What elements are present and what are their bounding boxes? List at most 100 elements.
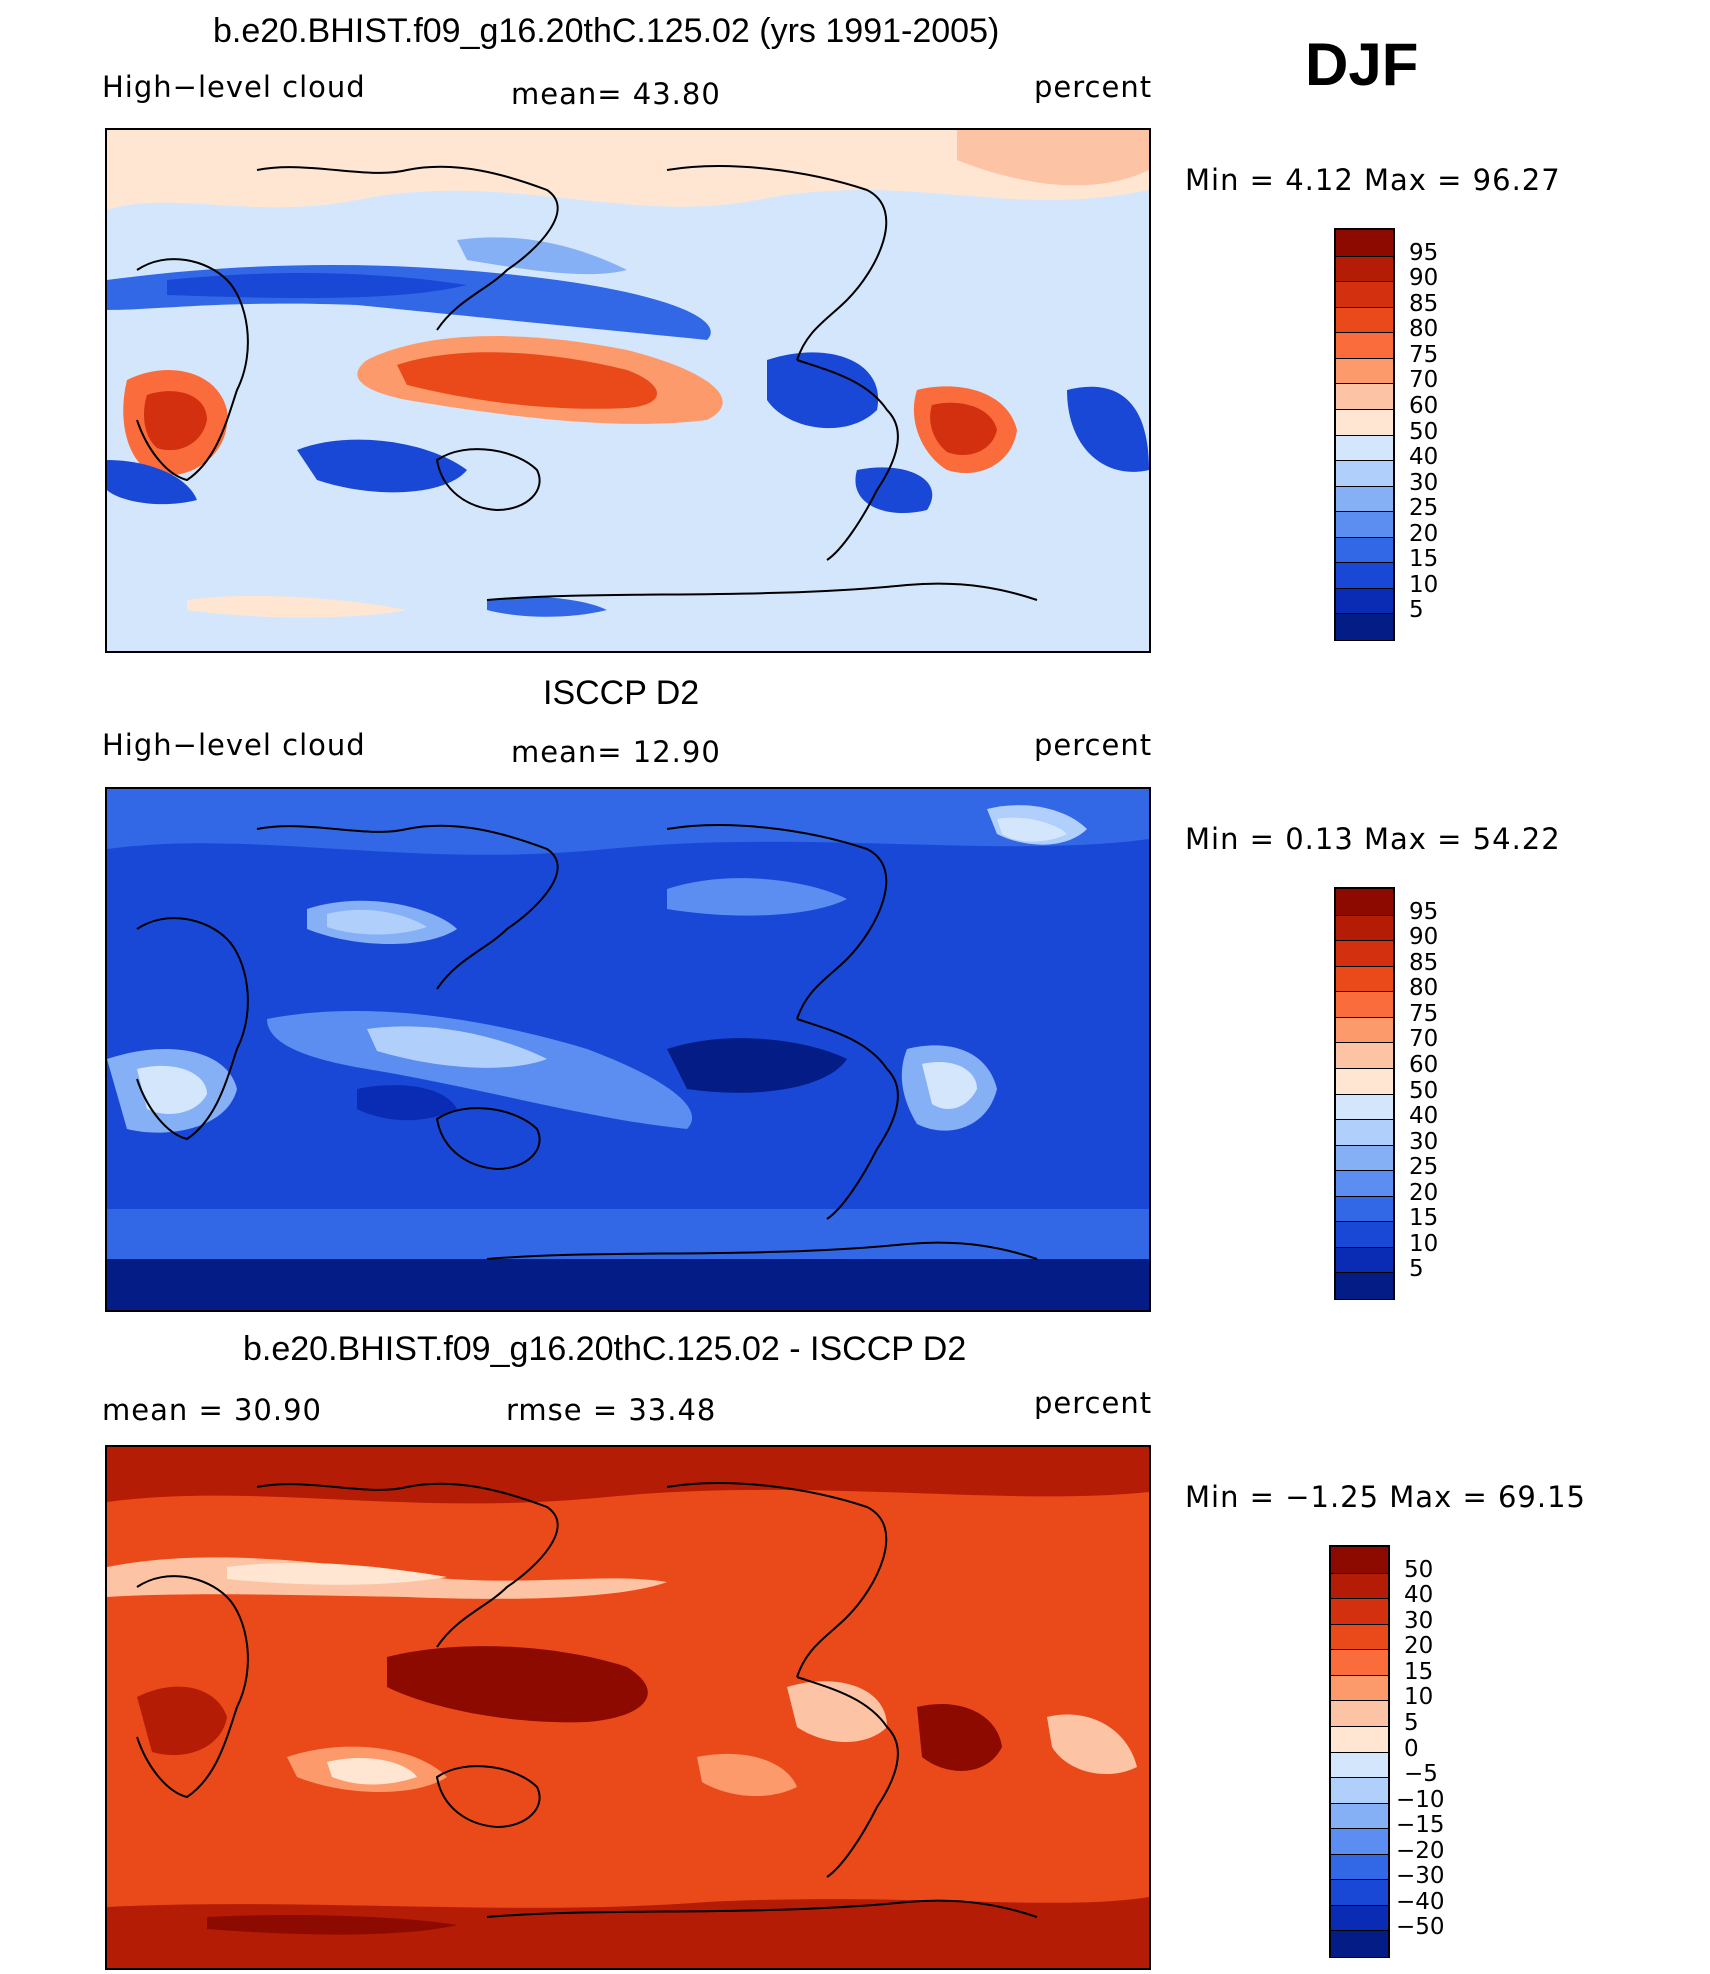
panel-1-contour-field [107,130,1149,651]
colorbar-swatch [1336,914,1393,942]
panel-1-title: b.e20.BHIST.f09_g16.20thC.125.02 (yrs 19… [213,12,1000,50]
colorbar-swatch [1331,1700,1388,1727]
colorbar-swatch [1336,1246,1393,1274]
colorbar-tick-label: −10 [1396,1786,1445,1813]
colorbar-swatch [1331,1598,1388,1625]
panel-1-map [105,128,1151,653]
colorbar-tick-label: 10 [1409,1230,1439,1257]
colorbar-tick-label: 15 [1404,1658,1434,1685]
colorbar-swatch [1336,460,1393,487]
colorbar-tick-label: −40 [1396,1888,1445,1915]
panel-1-minmax: Min = 4.12 Max = 96.27 [1185,163,1561,197]
colorbar-tick-label: 85 [1409,949,1439,976]
panel-3-units-label: percent [1034,1386,1153,1420]
colorbar-swatch [1336,383,1393,410]
panel-1-colorbar [1334,228,1395,641]
colorbar-tick-label: 70 [1409,367,1439,394]
season-label: DJF [1305,31,1419,98]
panel-3-map [105,1445,1151,1970]
panel-2-map [105,787,1151,1312]
colorbar-tick-label: 70 [1409,1026,1439,1053]
colorbar-tick-label: 80 [1409,975,1439,1002]
colorbar-swatch [1336,1272,1393,1299]
colorbar-swatch [1331,1725,1388,1753]
colorbar-swatch [1336,1170,1393,1197]
colorbar-swatch [1336,357,1393,385]
colorbar-tick-label: 40 [1409,1103,1439,1130]
panel-2-mean-label: mean= 12.90 [511,735,721,769]
colorbar-swatch [1336,306,1393,334]
colorbar-tick-label: 10 [1404,1684,1434,1711]
colorbar-tick-label: 5 [1404,1709,1419,1736]
colorbar-tick-label: 5 [1409,597,1424,624]
colorbar-swatch [1336,1093,1393,1121]
colorbar-tick-label: 40 [1404,1582,1434,1609]
colorbar-tick-label: 75 [1409,1000,1439,1027]
colorbar-swatch [1336,408,1393,436]
colorbar-swatch [1336,1119,1393,1146]
panel-2-contour-field [107,789,1149,1310]
colorbar-tick-label: −30 [1396,1863,1445,1890]
colorbar-swatch [1331,1853,1388,1881]
colorbar-tick-label: 50 [1404,1556,1434,1583]
colorbar-swatch [1336,1067,1393,1095]
colorbar-swatch [1336,434,1393,462]
colorbar-tick-label: 15 [1409,546,1439,573]
panel-3-minmax: Min = −1.25 Max = 69.15 [1185,1480,1586,1514]
colorbar-tick-label: −20 [1396,1837,1445,1864]
colorbar-swatch [1336,255,1393,283]
colorbar-swatch [1331,1802,1388,1830]
colorbar-swatch [1336,1016,1393,1044]
colorbar-tick-label: 85 [1409,290,1439,317]
panel-2-title: ISCCP D2 [543,674,700,712]
panel-2-variable-label: High−level cloud [102,728,366,762]
colorbar-tick-label: 5 [1409,1256,1424,1283]
colorbar-swatch [1336,940,1393,967]
colorbar-swatch [1336,230,1393,256]
colorbar-tick-label: 75 [1409,341,1439,368]
colorbar-swatch [1331,1828,1388,1855]
panel-3-contour-field [107,1447,1149,1968]
panel-2-colorbar [1334,887,1395,1300]
colorbar-swatch [1331,1623,1388,1651]
colorbar-swatch [1336,965,1393,993]
colorbar-tick-label: −15 [1396,1812,1445,1839]
colorbar-swatch [1336,1195,1393,1223]
colorbar-tick-label: 30 [1404,1607,1434,1634]
colorbar-swatch [1336,332,1393,359]
colorbar-tick-label: 50 [1409,418,1439,445]
colorbar-tick-label: 80 [1409,316,1439,343]
panel-2-minmax: Min = 0.13 Max = 54.22 [1185,822,1561,856]
colorbar-tick-label: 20 [1409,1179,1439,1206]
colorbar-swatch [1336,991,1393,1018]
colorbar-tick-label: 50 [1409,1077,1439,1104]
colorbar-tick-label: 10 [1409,571,1439,598]
colorbar-tick-label: 95 [1409,898,1439,925]
colorbar-swatch [1336,1221,1393,1248]
colorbar-swatch [1336,1144,1393,1172]
panel-1-units-label: percent [1034,70,1153,104]
colorbar-swatch [1331,1751,1388,1779]
colorbar-swatch [1331,1547,1388,1573]
colorbar-tick-label: 30 [1409,1128,1439,1155]
colorbar-swatch [1331,1904,1388,1932]
colorbar-swatch [1336,536,1393,564]
colorbar-tick-label: 60 [1409,392,1439,419]
colorbar-tick-label: 20 [1404,1633,1434,1660]
colorbar-tick-label: 25 [1409,1154,1439,1181]
colorbar-swatch [1331,1879,1388,1906]
panel-3-title: b.e20.BHIST.f09_g16.20thC.125.02 - ISCCP… [243,1330,967,1368]
panel-1-mean-label: mean= 43.80 [511,77,721,111]
colorbar-swatch [1336,281,1393,308]
colorbar-swatch [1336,1042,1393,1069]
colorbar-tick-label: 0 [1404,1735,1419,1762]
panel-3-mean-label: mean = 30.90 [102,1393,322,1427]
colorbar-swatch [1331,1674,1388,1702]
colorbar-swatch [1336,889,1393,915]
colorbar-swatch [1331,1777,1388,1804]
colorbar-tick-label: 90 [1409,924,1439,951]
colorbar-tick-label: 90 [1409,265,1439,292]
colorbar-tick-label: −50 [1396,1914,1445,1941]
colorbar-tick-label: 60 [1409,1051,1439,1078]
colorbar-swatch [1336,613,1393,640]
